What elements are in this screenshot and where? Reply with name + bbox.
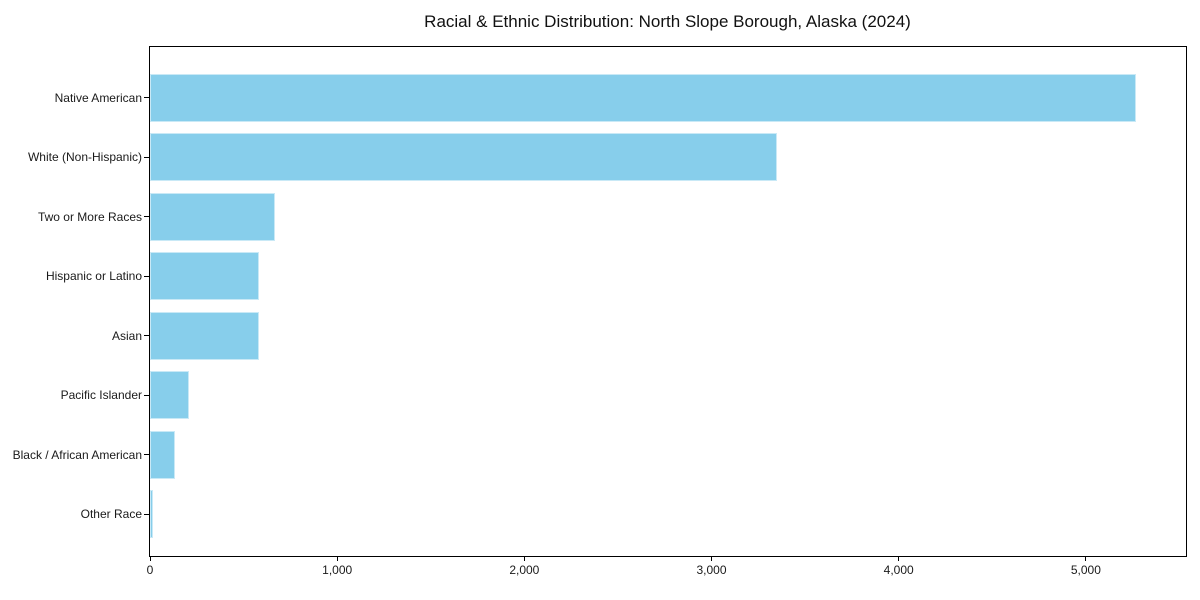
bar xyxy=(150,252,260,301)
x-tick xyxy=(336,556,338,561)
bar xyxy=(150,490,153,539)
y-tick xyxy=(144,454,149,456)
bar xyxy=(150,311,259,360)
bar xyxy=(150,192,276,241)
chart-title: Racial & Ethnic Distribution: North Slop… xyxy=(424,12,911,31)
y-axis-label: Asian xyxy=(111,328,142,343)
bars-layer: Native American White (Non-Hispanic) Two o… xyxy=(13,68,1186,545)
y-tick xyxy=(144,275,149,277)
x-axis-tick-label: 5,000 xyxy=(1070,563,1101,577)
bar-row: Hispanic or Latino xyxy=(46,247,1186,307)
y-tick xyxy=(144,335,149,337)
x-axis-tick-label: 4,000 xyxy=(883,563,914,577)
y-axis-label: Pacific Islander xyxy=(60,388,142,403)
x-tick xyxy=(1085,556,1087,561)
x-tick xyxy=(149,556,151,561)
x-tick xyxy=(711,556,713,561)
plot-area: Native American White (Non-Hispanic) Two o… xyxy=(13,46,1187,577)
x-tick xyxy=(898,556,900,561)
y-axis-label: Other Race xyxy=(80,507,142,522)
bar-row: Native American xyxy=(55,68,1186,128)
bar-row: Other Race xyxy=(81,485,1186,545)
x-axis-tick-label: 0 xyxy=(146,563,154,577)
x-axis-tick-label: 1,000 xyxy=(322,563,353,577)
bar-row: White (Non-Hispanic) xyxy=(28,128,1186,188)
y-axis-label: Black / African American xyxy=(12,447,142,462)
y-tick xyxy=(144,156,149,158)
bar-row: Black / African American xyxy=(13,425,1186,485)
y-axis-label: Native American xyxy=(54,90,142,105)
bar xyxy=(150,430,176,479)
y-axis-label: White (Non-Hispanic) xyxy=(27,150,142,165)
bar-row: Two or More Races xyxy=(38,187,1186,247)
bar-row: Pacific Islander xyxy=(61,366,1186,426)
y-tick xyxy=(144,216,149,218)
x-axis-tick-label: 3,000 xyxy=(696,563,727,577)
y-tick xyxy=(144,513,149,515)
bar xyxy=(150,133,778,182)
x-tick xyxy=(523,556,525,561)
y-tick xyxy=(144,394,149,396)
x-axis-tick-label: 2,000 xyxy=(509,563,540,577)
y-tick xyxy=(144,97,149,99)
bar xyxy=(150,371,190,420)
y-axis-label: Two or More Races xyxy=(37,209,142,224)
bar xyxy=(150,73,1137,122)
y-axis-label: Hispanic or Latino xyxy=(45,269,142,284)
bar-row: Asian xyxy=(112,306,1186,366)
